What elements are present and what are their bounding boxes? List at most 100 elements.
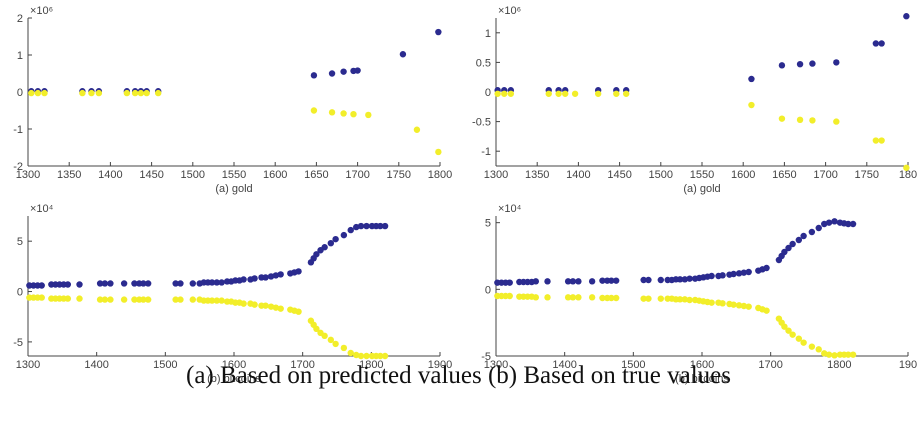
data-point xyxy=(815,224,822,232)
data-point xyxy=(564,278,572,285)
data-point xyxy=(506,279,513,286)
data-point xyxy=(681,296,689,303)
data-point xyxy=(347,349,354,357)
data-point xyxy=(28,89,35,97)
data-point xyxy=(789,331,796,338)
y-tick-label: 0 xyxy=(17,87,23,99)
y-tick-label: -5 xyxy=(13,337,23,349)
data-point xyxy=(101,296,109,303)
x-tick-label: 1600 xyxy=(731,169,755,181)
data-point xyxy=(172,296,179,303)
x-tick-label: 1550 xyxy=(222,169,246,181)
data-point xyxy=(532,278,540,285)
x-tick-label: 1500 xyxy=(621,359,645,371)
data-point xyxy=(544,294,551,301)
data-point xyxy=(872,137,880,144)
data-point xyxy=(365,111,372,119)
data-point xyxy=(676,296,684,303)
data-point xyxy=(845,351,852,358)
data-point xyxy=(506,292,513,300)
x-tick-label: 1400 xyxy=(84,359,108,371)
data-point xyxy=(123,89,131,97)
data-point xyxy=(878,137,885,144)
data-point xyxy=(321,244,328,251)
data-point xyxy=(328,70,336,77)
data-point xyxy=(613,90,620,97)
data-point xyxy=(340,344,348,352)
data-point xyxy=(96,296,104,303)
data-point xyxy=(789,240,796,248)
data-point xyxy=(831,218,838,225)
x-axis-label: (a) gold xyxy=(683,183,720,195)
data-point xyxy=(494,90,501,97)
data-point xyxy=(310,72,318,79)
x-tick-label: 1600 xyxy=(222,359,246,371)
data-point xyxy=(137,89,145,97)
data-point xyxy=(686,275,693,282)
axis-exponent-label: ×10⁴ xyxy=(498,203,522,215)
data-point xyxy=(778,115,786,122)
data-point xyxy=(800,232,807,240)
data-point xyxy=(327,239,335,247)
x-tick-label: 1500 xyxy=(649,169,673,181)
data-point xyxy=(795,335,803,342)
data-point xyxy=(189,296,196,303)
x-tick-label: 1400 xyxy=(566,169,590,181)
data-point xyxy=(872,40,880,47)
x-tick-label: 1700 xyxy=(290,359,314,371)
data-point xyxy=(251,275,258,282)
data-point xyxy=(575,278,582,285)
data-point xyxy=(189,280,196,287)
data-point xyxy=(730,301,737,308)
y-tick-label: 0 xyxy=(17,287,23,299)
x-tick-label: 1900 xyxy=(428,359,452,371)
data-point xyxy=(640,276,647,284)
data-point xyxy=(240,276,247,283)
data-point xyxy=(41,89,48,97)
data-point xyxy=(172,280,179,287)
data-point xyxy=(377,352,384,360)
x-tick-label: 1300 xyxy=(16,169,40,181)
data-point xyxy=(435,28,442,36)
y-tick-label: -5 xyxy=(481,351,491,363)
x-tick-label: 180 xyxy=(899,169,917,181)
x-tick-label: 1600 xyxy=(263,169,287,181)
data-point xyxy=(740,302,748,310)
x-tick-label: 1550 xyxy=(690,169,714,181)
data-point xyxy=(413,126,421,133)
data-point xyxy=(218,297,225,304)
data-point xyxy=(740,269,748,276)
data-point xyxy=(608,294,615,302)
data-point xyxy=(131,89,139,97)
data-point xyxy=(809,117,816,124)
x-tick-label: 1700 xyxy=(813,169,837,181)
data-point xyxy=(849,220,857,228)
data-point xyxy=(562,90,569,97)
data-point xyxy=(381,352,389,360)
data-point xyxy=(120,296,128,303)
x-axis-label: (b) bitcoins xyxy=(207,373,261,385)
data-point xyxy=(532,294,540,301)
y-tick-label: 1 xyxy=(485,28,491,40)
x-tick-label: 1300 xyxy=(484,359,508,371)
data-point xyxy=(353,351,360,359)
x-tick-label: 1650 xyxy=(772,169,796,181)
data-point xyxy=(267,303,275,310)
x-tick-label: 1450 xyxy=(139,169,163,181)
data-point xyxy=(95,89,103,97)
data-point xyxy=(144,296,152,303)
data-point xyxy=(64,295,72,302)
data-point xyxy=(903,13,910,20)
data-point xyxy=(353,223,360,231)
data-point xyxy=(277,305,284,312)
y-tick-label: -2 xyxy=(13,161,23,173)
x-tick-label: 1800 xyxy=(359,359,383,371)
data-point xyxy=(131,296,138,303)
data-point xyxy=(657,276,664,284)
y-tick-label: 0 xyxy=(485,87,491,99)
data-point xyxy=(708,299,715,306)
data-point xyxy=(350,111,357,118)
x-axis-label: (b) bitcoins xyxy=(675,373,729,385)
data-point xyxy=(354,67,361,74)
